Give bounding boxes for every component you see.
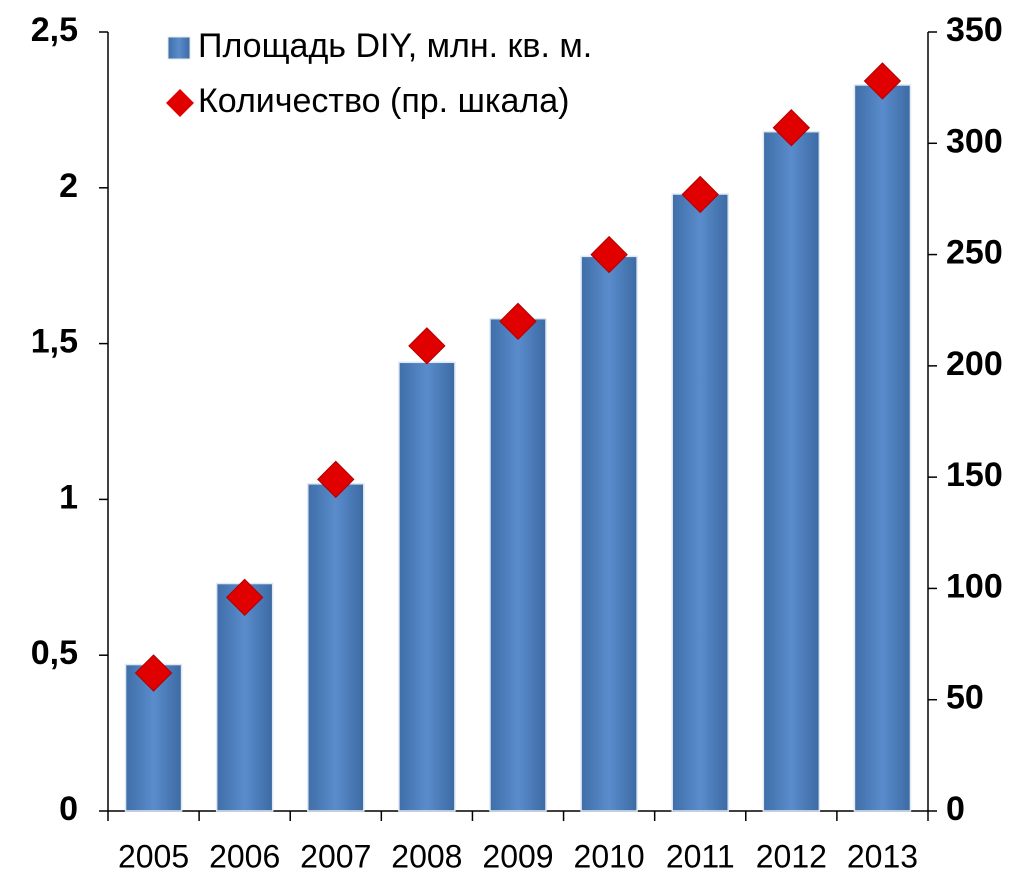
legend-label: Площадь DIY, млн. кв. м. [198, 27, 592, 65]
x-tick-label: 2013 [847, 838, 918, 871]
y2-tick-label: 50 [946, 679, 984, 717]
diamond-marker [225, 578, 264, 617]
x-tick-label: 2005 [118, 838, 189, 871]
y-tick-label: 0,5 [31, 634, 78, 672]
y2-tick-label: 100 [946, 567, 1003, 605]
y-tick-label: 1,5 [31, 323, 78, 361]
x-tick-label: 2006 [209, 838, 280, 871]
x-tick-label: 2008 [391, 838, 462, 871]
x-tick-label: 2012 [756, 838, 827, 871]
x-tick-label: 2011 [666, 838, 735, 871]
y-tick-label: 2,5 [31, 11, 78, 49]
y-tick-label: 2 [59, 167, 78, 205]
y2-tick-label: 250 [946, 234, 1003, 272]
bar [215, 582, 274, 812]
diamond-marker [590, 235, 628, 274]
legend-label: Количество (пр. шкала) [198, 82, 569, 120]
x-tick-label: 2007 [300, 838, 371, 871]
bar [489, 317, 547, 812]
legend-swatch [166, 89, 194, 117]
diamond-marker [863, 62, 902, 100]
diamond-marker [317, 460, 355, 499]
y2-tick-label: 350 [946, 11, 1003, 49]
y-tick-label: 1 [59, 478, 78, 516]
diamond-marker [681, 175, 719, 214]
bar [307, 483, 365, 812]
y2-tick-label: 0 [946, 790, 965, 828]
diamond-marker [499, 302, 537, 341]
y2-tick-label: 150 [946, 456, 1003, 494]
diamond-marker [408, 327, 446, 365]
x-tick-label: 2009 [482, 838, 553, 871]
bar [853, 84, 912, 812]
bar [398, 361, 456, 812]
y2-tick-label: 200 [946, 345, 1003, 383]
x-tick-label: 2010 [574, 838, 645, 871]
bar [671, 193, 729, 812]
y2-tick-label: 300 [946, 122, 1003, 160]
diamond-marker [772, 108, 811, 147]
bar [762, 130, 821, 812]
y-tick-label: 0 [59, 790, 78, 828]
bar [580, 255, 638, 812]
legend-swatch [167, 36, 191, 60]
diamond-marker [134, 654, 173, 692]
